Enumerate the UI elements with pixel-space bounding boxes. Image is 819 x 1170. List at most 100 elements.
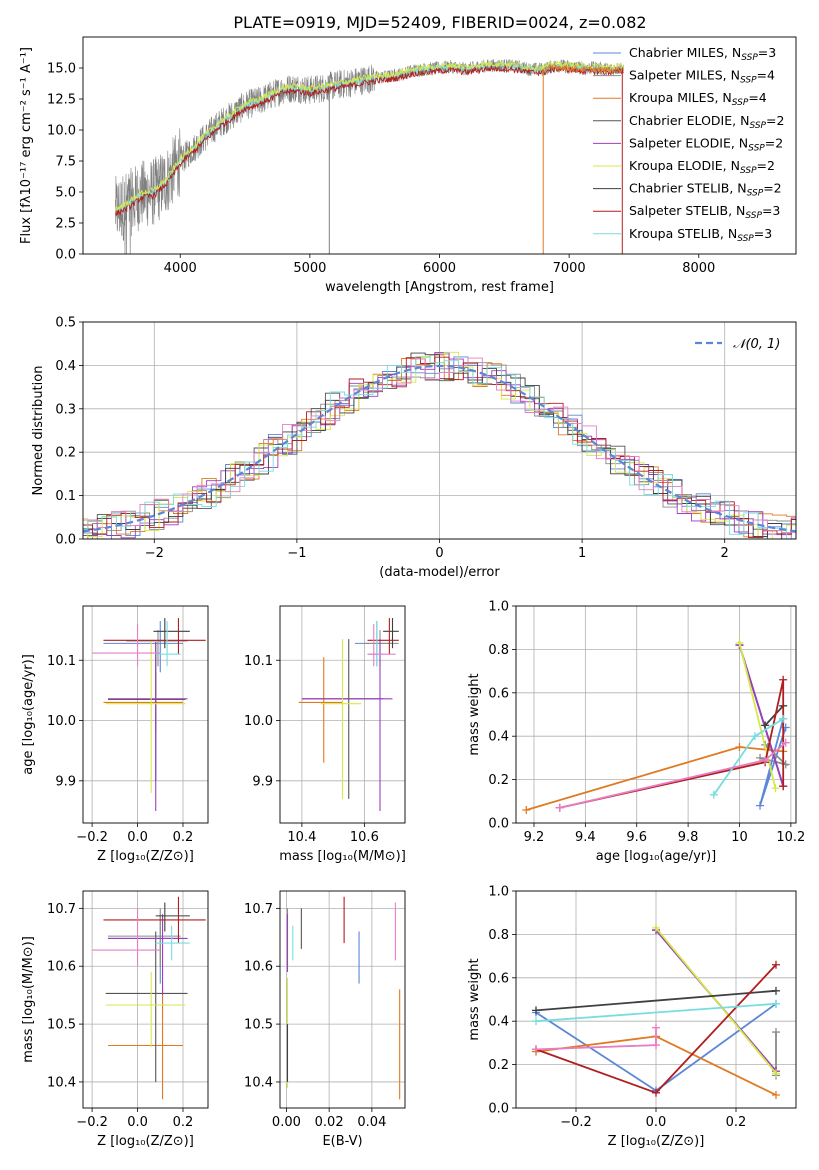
weight-marker xyxy=(772,999,780,1008)
x-tick-label: 0 xyxy=(435,546,443,561)
x-axis-label: E(B-V) xyxy=(322,1134,362,1149)
weight-marker xyxy=(652,923,660,932)
weight-marker xyxy=(771,784,780,793)
legend-entry: Chabrier MILES, NSSP=3 xyxy=(629,45,776,63)
y-tick-label: 0.2 xyxy=(488,1058,509,1073)
mass-vs-EBV-panel xyxy=(276,891,405,1112)
y-tick-label: 10.0 xyxy=(244,714,273,729)
x-axis-label: age [log₁₀(age/yr)] xyxy=(596,849,717,864)
weight-marker xyxy=(532,1045,540,1054)
y-tick-label: 0.0 xyxy=(488,817,509,832)
axes-frame xyxy=(82,321,797,540)
weight-marker xyxy=(772,960,780,969)
y-tick-label: 0.8 xyxy=(488,928,509,943)
histogram-chabrier-stelib xyxy=(83,352,796,539)
weight-line xyxy=(535,989,777,1012)
x-tick-label: 2 xyxy=(721,546,729,561)
histogram-salpeter-elodie xyxy=(83,351,796,539)
weight-marker xyxy=(522,805,531,814)
weight-marker xyxy=(756,801,765,810)
weight-line xyxy=(559,679,785,809)
y-tick-label: 10.6 xyxy=(47,960,76,975)
histogram-salpeter-stelib xyxy=(83,356,796,539)
weight-vs-Z-panel xyxy=(512,890,796,1112)
y-tick-label: 0.3 xyxy=(55,402,76,417)
weight-marker xyxy=(532,1017,540,1026)
weight-marker xyxy=(772,1069,780,1078)
y-tick-label: 12.5 xyxy=(47,93,76,108)
y-tick-label: 2.5 xyxy=(55,217,76,232)
model-spectrum xyxy=(114,60,624,211)
weight-marker xyxy=(779,782,788,791)
x-tick-label: 6000 xyxy=(423,261,456,276)
y-axis-label: Normed distribution xyxy=(31,366,46,496)
weight-marker xyxy=(652,1088,660,1097)
weight-line xyxy=(526,746,784,811)
x-tick-label: −1 xyxy=(287,546,306,561)
x-axis-label: wavelength [Angstrom, rest frame] xyxy=(325,280,554,295)
x-tick-label: 9.6 xyxy=(626,830,647,845)
age-vs-Z-panel xyxy=(79,606,208,827)
weight-marker xyxy=(652,1041,660,1050)
y-tick-label: 10.0 xyxy=(47,714,76,729)
histogram-chabrier-elodie xyxy=(83,358,796,539)
x-tick-label: 0.04 xyxy=(357,1115,386,1130)
weight-marker xyxy=(532,1006,540,1015)
weight-marker xyxy=(772,986,780,995)
x-tick-label: 0.2 xyxy=(173,830,194,845)
axes-frame xyxy=(515,605,797,824)
y-tick-label: 10.1 xyxy=(47,654,76,669)
x-tick-label: 4000 xyxy=(164,261,197,276)
x-tick-label: 0.0 xyxy=(646,1115,667,1130)
y-tick-label: 10.6 xyxy=(244,960,273,975)
y-tick-label: 10.4 xyxy=(244,1075,273,1090)
y-axis-label: mass weight xyxy=(467,673,482,755)
figure-title: PLATE=0919, MJD=52409, FIBERID=0024, z=0… xyxy=(233,13,646,32)
x-tick-label: 10 xyxy=(731,830,748,845)
x-tick-label: −0.2 xyxy=(76,830,108,845)
x-tick-label: 5000 xyxy=(293,261,326,276)
axes-frame xyxy=(82,605,209,824)
x-axis-label: Z [log₁₀(Z/Z⊙)] xyxy=(97,849,194,864)
y-tick-label: 0.2 xyxy=(55,446,76,461)
residuals-panel xyxy=(79,321,797,543)
y-tick-label: 0.4 xyxy=(488,730,509,745)
y-tick-label: 0.6 xyxy=(488,686,509,701)
x-tick-label: 0.00 xyxy=(272,1115,301,1130)
x-axis-label: Z [log₁₀(Z/Z⊙)] xyxy=(97,1134,194,1149)
y-tick-label: 10.4 xyxy=(47,1075,76,1090)
histogram-pink xyxy=(83,357,796,533)
y-tick-label: 0.6 xyxy=(488,971,509,986)
x-axis-label: mass [log₁₀(M/M⊙)] xyxy=(279,849,406,864)
weight-marker xyxy=(761,721,770,730)
x-tick-label: 7000 xyxy=(553,261,586,276)
y-tick-label: 10.5 xyxy=(244,1018,273,1033)
weight-marker xyxy=(779,714,788,723)
x-tick-label: −0.2 xyxy=(560,1115,592,1130)
model-spectrum xyxy=(543,64,624,75)
y-axis-label: Flux [fλ10⁻¹⁷ erg cm⁻² s⁻¹ A⁻¹] xyxy=(19,47,34,244)
legend-entry: Chabrier STELIB, NSSP=2 xyxy=(629,181,782,199)
legend-entry: 𝒩(0, 1) xyxy=(733,337,780,352)
y-tick-label: 0.4 xyxy=(55,359,76,374)
y-axis-label: age [log₁₀(age/yr)] xyxy=(21,654,36,775)
y-tick-label: 0.8 xyxy=(488,643,509,658)
y-tick-label: 1.0 xyxy=(488,885,509,900)
x-tick-label: 9.8 xyxy=(678,830,699,845)
x-tick-label: 0.2 xyxy=(173,1115,194,1130)
y-tick-label: 0.2 xyxy=(488,773,509,788)
mass-vs-Z-panel xyxy=(79,891,208,1112)
y-tick-label: 0.0 xyxy=(488,1102,509,1117)
x-tick-label: 0.0 xyxy=(127,830,148,845)
weight-line xyxy=(738,642,777,789)
x-tick-label: 10.4 xyxy=(287,830,316,845)
x-tick-label: 8000 xyxy=(682,261,715,276)
x-axis-label: (data-model)/error xyxy=(379,565,500,580)
y-tick-label: 0.0 xyxy=(55,248,76,263)
weight-marker xyxy=(735,638,744,647)
weight-vs-age-panel xyxy=(512,605,796,827)
weight-marker xyxy=(652,1023,660,1032)
y-tick-label: 0.0 xyxy=(55,533,76,548)
histogram-kroupa-stelib xyxy=(83,355,796,539)
y-tick-label: 10.7 xyxy=(244,902,273,917)
